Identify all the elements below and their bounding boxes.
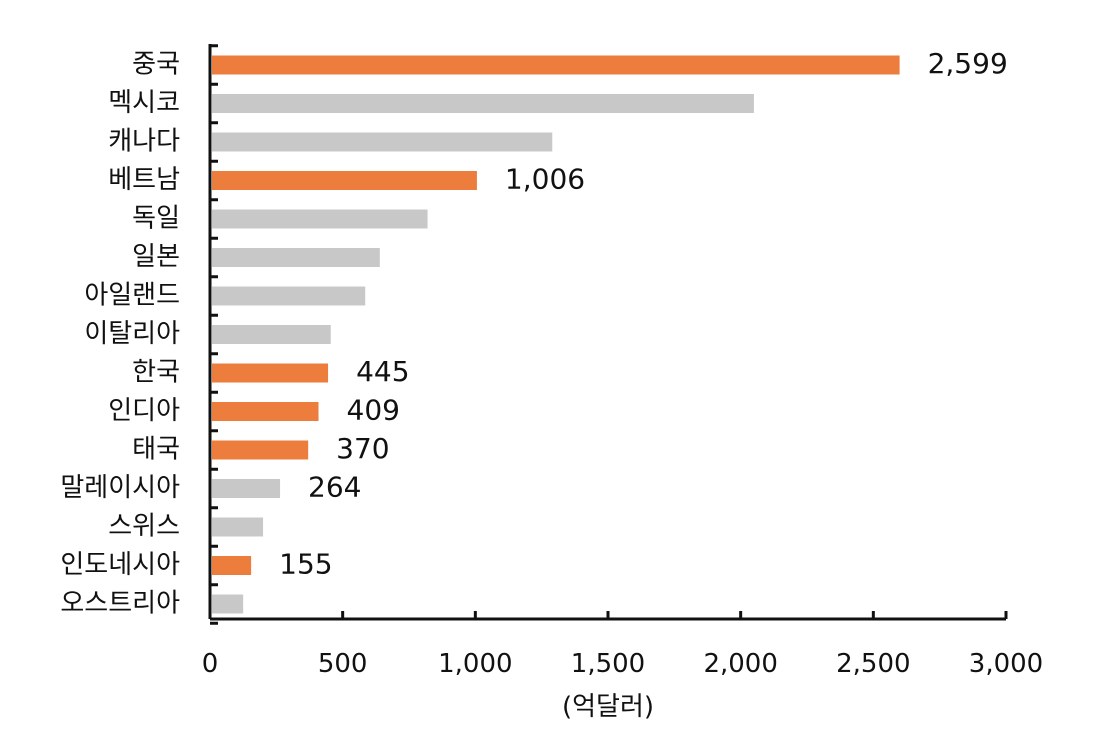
bar [212, 594, 244, 614]
category-label: 이탈리아 [84, 319, 180, 349]
bar [212, 479, 281, 498]
x-tick-label: 1,000 [438, 649, 512, 679]
data-label: 409 [347, 394, 400, 427]
category-label: 한국 [132, 358, 180, 388]
data-label: 1,006 [505, 163, 585, 196]
bar [212, 286, 366, 306]
bar [212, 517, 264, 537]
x-tick-label: 3,000 [969, 649, 1043, 679]
category-label: 인도네시아 [60, 550, 180, 580]
category-label: 태국 [132, 435, 180, 465]
x-tick-label: 2,000 [703, 649, 777, 679]
bar [212, 440, 309, 460]
x-tick-label: 500 [318, 649, 368, 679]
category-label: 인디아 [108, 396, 180, 426]
category-label: 말레이시아 [60, 473, 180, 503]
bar [212, 55, 900, 75]
x-tick-label: 1,500 [571, 649, 645, 679]
category-label: 중국 [132, 50, 180, 80]
category-label: 멕시코 [108, 88, 180, 118]
category-label: 일본 [132, 242, 180, 272]
data-label: 370 [336, 432, 389, 465]
x-tick-label: 0 [202, 649, 219, 679]
category-label: 베트남 [108, 165, 180, 195]
category-label: 스위스 [108, 512, 180, 542]
data-label: 155 [279, 548, 332, 581]
bar [212, 94, 754, 113]
category-label: 아일랜드 [84, 281, 180, 311]
bar [212, 132, 553, 152]
category-label: 독일 [132, 204, 180, 234]
bar [212, 556, 252, 575]
bar [212, 402, 319, 421]
bar [212, 171, 477, 190]
category-label: 캐나다 [108, 127, 180, 157]
bar [212, 248, 380, 267]
bar [212, 209, 428, 229]
data-label: 445 [356, 355, 409, 388]
x-axis-title: (억달러) [562, 692, 654, 722]
data-label: 2,599 [928, 47, 1008, 80]
bar [212, 325, 331, 344]
category-label: 오스트리아 [60, 589, 180, 619]
data-label: 264 [308, 471, 361, 504]
bar [212, 363, 329, 383]
x-tick-label: 2,500 [836, 649, 910, 679]
